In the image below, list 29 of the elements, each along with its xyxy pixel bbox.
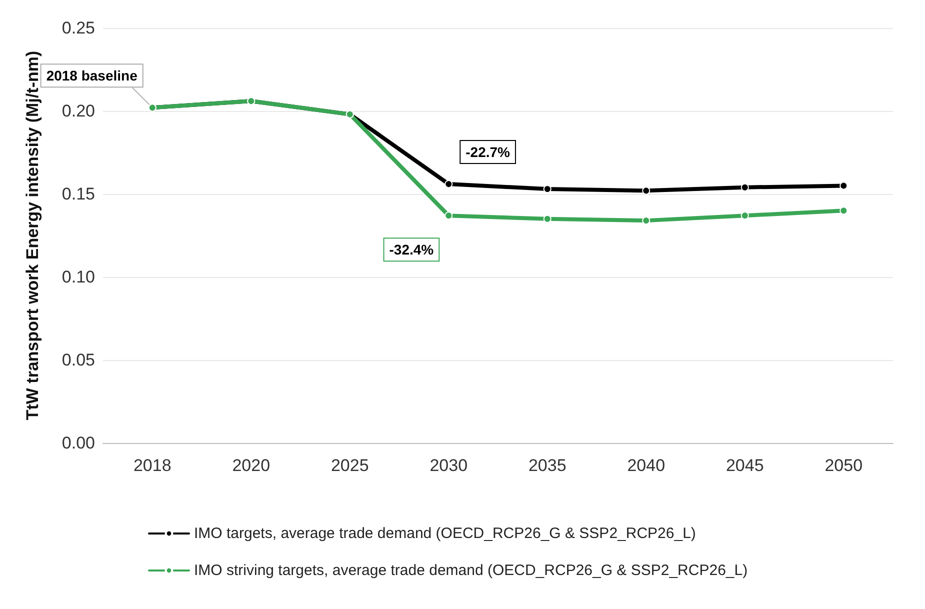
y-tick-label: 0.20 xyxy=(62,102,95,120)
point xyxy=(740,183,749,192)
x-tick-label: 2025 xyxy=(330,456,369,475)
y-tick-label: 0.25 xyxy=(62,18,95,38)
point xyxy=(444,180,453,188)
legend-label: IMO striving targets, average trade demand (OECD_RCP26_G & SSP2_RCP26_L) xyxy=(194,562,748,579)
y-tick-label: 0.00 xyxy=(62,434,95,452)
x-tick-label: 2020 xyxy=(232,456,270,475)
point xyxy=(840,182,848,190)
point xyxy=(740,212,749,220)
x-tick-label: 2030 xyxy=(430,456,468,475)
x-tick-label: 2035 xyxy=(528,456,566,475)
x-tick-label: 2040 xyxy=(627,456,666,475)
x-tick-label: 2045 xyxy=(726,456,764,475)
point xyxy=(444,212,453,220)
point xyxy=(642,216,650,225)
x-tick-label: 2050 xyxy=(824,456,863,475)
y-tick-label: 0.10 xyxy=(62,268,95,286)
legend-label: IMO targets, average trade demand (OECD_RCP26_G & SSP2_RCP26_L) xyxy=(194,525,696,542)
point xyxy=(543,214,552,223)
y-tick-label: 0.05 xyxy=(62,350,95,370)
point xyxy=(840,206,848,215)
annotation: -22.7% xyxy=(466,144,511,160)
y-tick-label: 0.15 xyxy=(62,184,95,204)
point xyxy=(642,186,650,195)
annotation: -32.4% xyxy=(389,242,434,258)
x-tick-label: 2018 xyxy=(133,456,172,475)
y-axis-title: TtW transport work Energy intensity (Mj/t-nm) xyxy=(23,50,42,420)
annotation: 2018 baseline xyxy=(46,68,138,84)
